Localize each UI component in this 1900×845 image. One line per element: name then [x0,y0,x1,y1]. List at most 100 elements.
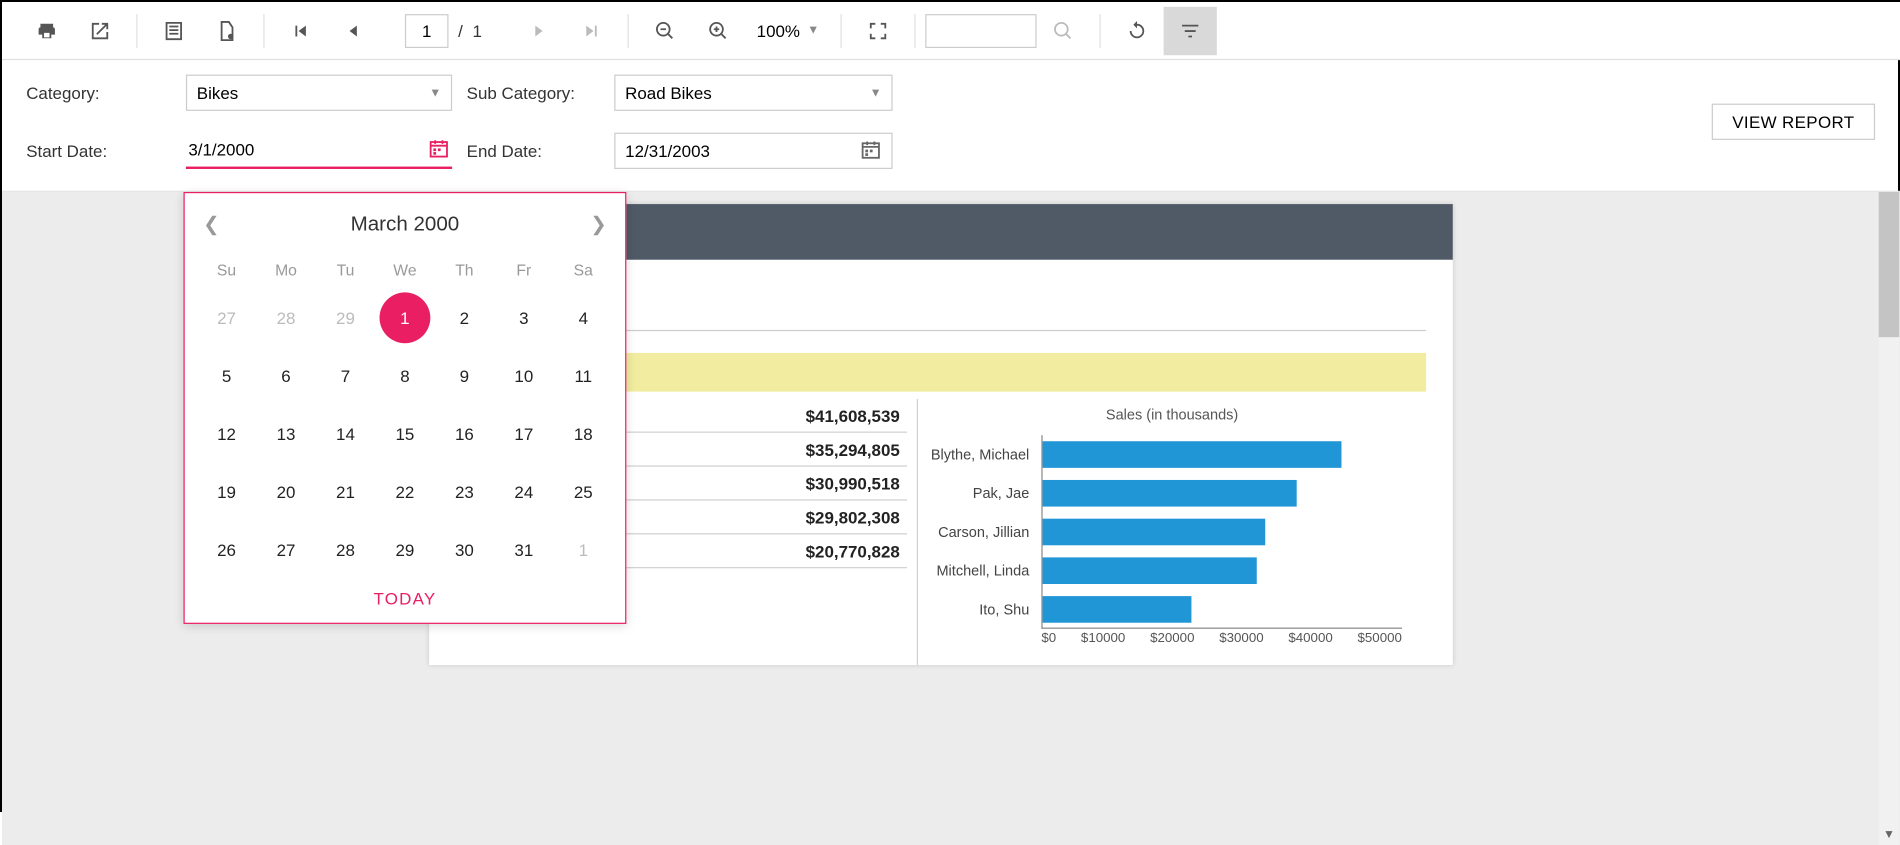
toggle-parameters-button[interactable] [1164,6,1217,54]
last-page-button[interactable] [564,6,617,54]
calendar-dow: We [375,246,434,288]
next-month-button[interactable]: ❯ [584,213,613,237]
chart-title: Sales (in thousands) [930,406,1414,423]
calendar-day[interactable]: 29 [375,521,434,579]
calendar-day[interactable]: 19 [197,463,256,521]
calendar-title[interactable]: March 2000 [351,213,460,237]
calendar-icon[interactable] [428,137,450,162]
enddate-field[interactable]: 12/31/2003 [614,133,892,169]
category-label: Category: [26,83,171,102]
search-button[interactable] [1037,6,1090,54]
page-setup-button[interactable] [147,6,200,54]
calendar-dow: Fr [494,246,553,288]
calendar-dow: Mo [256,246,315,288]
calendar-day[interactable]: 25 [554,463,613,521]
chart-x-tick: $10000 [1081,631,1125,646]
chart-x-tick: $0 [1041,631,1056,646]
subcategory-value: Road Bikes [625,83,712,102]
caret-down-icon: ▼ [807,24,819,37]
calendar-day[interactable]: 14 [316,405,375,463]
calendar-day[interactable]: 27 [197,289,256,347]
calendar-day[interactable]: 23 [435,463,494,521]
calendar-day[interactable]: 28 [316,521,375,579]
calendar-day[interactable]: 12 [197,405,256,463]
view-report-button[interactable]: VIEW REPORT [1712,104,1875,140]
calendar-dow: Su [197,246,256,288]
calendar-day[interactable]: 16 [435,405,494,463]
calendar-day[interactable]: 31 [494,521,553,579]
calendar-day[interactable]: 5 [197,347,256,405]
datepicker-popup: ❮ March 2000 ❯ SuMoTuWeThFrSa 2728291234… [184,192,627,624]
scroll-down-button[interactable]: ▼ [1879,825,1900,845]
calendar-day[interactable]: 8 [375,347,434,405]
zoom-select[interactable]: 100% ▼ [745,21,832,40]
calendar-day[interactable]: 3 [494,289,553,347]
chart-y-label: Ito, Shu [930,590,1036,629]
calendar-day[interactable]: 27 [256,521,315,579]
vertical-scrollbar[interactable]: ▼ [1879,192,1900,845]
parameters-panel: Category: Bikes ▼ Sub Category: Road Bik… [2,60,1900,192]
enddate-label: End Date: [467,141,600,160]
calendar-dow: Th [435,246,494,288]
first-page-button[interactable] [274,6,327,54]
startdate-field[interactable]: 3/1/2000 [186,133,452,169]
calendar-day[interactable]: 4 [554,289,613,347]
export-settings-button[interactable] [200,6,253,54]
calendar-day[interactable]: 7 [316,347,375,405]
zoom-in-button[interactable] [691,6,744,54]
calendar-day[interactable]: 24 [494,463,553,521]
search-input[interactable] [926,13,1037,47]
subcategory-label: Sub Category: [467,83,600,102]
calendar-icon[interactable] [860,138,882,163]
calendar-day[interactable]: 26 [197,521,256,579]
calendar-day[interactable]: 10 [494,347,553,405]
zoom-value: 100% [757,21,800,40]
chart-bar [1043,480,1297,507]
chart-bar [1043,596,1192,623]
calendar-day[interactable]: 9 [435,347,494,405]
chart-y-label: Mitchell, Linda [930,551,1036,590]
today-button[interactable]: TODAY [197,579,613,608]
caret-down-icon: ▼ [870,86,882,99]
calendar-day[interactable]: 20 [256,463,315,521]
calendar-day[interactable]: 15 [375,405,434,463]
print-button[interactable] [20,6,73,54]
bar-chart [1041,435,1402,629]
refresh-button[interactable] [1111,6,1164,54]
chart-x-tick: $20000 [1150,631,1194,646]
calendar-day[interactable]: 6 [256,347,315,405]
subcategory-dropdown[interactable]: Road Bikes ▼ [614,75,892,111]
next-page-button[interactable] [511,6,564,54]
calendar-day[interactable]: 17 [494,405,553,463]
calendar-day[interactable]: 28 [256,289,315,347]
calendar-day[interactable]: 13 [256,405,315,463]
fit-page-button[interactable] [852,6,905,54]
startdate-value: 3/1/2000 [188,140,254,159]
startdate-label: Start Date: [26,141,171,160]
prev-month-button[interactable]: ❮ [197,213,226,237]
page-number-input[interactable] [405,13,449,47]
prev-page-button[interactable] [327,6,380,54]
scroll-thumb[interactable] [1879,192,1900,337]
chart-x-tick: $50000 [1357,631,1401,646]
chart-y-label: Pak, Jae [930,474,1036,513]
enddate-value: 12/31/2003 [625,141,710,160]
caret-down-icon: ▼ [429,86,441,99]
toolbar: / 1 100% ▼ [2,2,1900,60]
page-total: 1 [473,21,482,40]
calendar-day[interactable]: 21 [316,463,375,521]
calendar-dow: Tu [316,246,375,288]
chart-y-label: Carson, Jillian [930,513,1036,552]
calendar-day[interactable]: 1 [554,521,613,579]
calendar-day[interactable]: 22 [375,463,434,521]
zoom-out-button[interactable] [638,6,691,54]
calendar-day[interactable]: 30 [435,521,494,579]
export-button[interactable] [73,6,126,54]
calendar-day[interactable]: 11 [554,347,613,405]
calendar-day[interactable]: 2 [435,289,494,347]
category-dropdown[interactable]: Bikes ▼ [186,75,452,111]
calendar-day[interactable]: 18 [554,405,613,463]
calendar-day[interactable]: 29 [316,289,375,347]
calendar-day[interactable]: 1 [375,289,434,347]
calendar-dow: Sa [554,246,613,288]
